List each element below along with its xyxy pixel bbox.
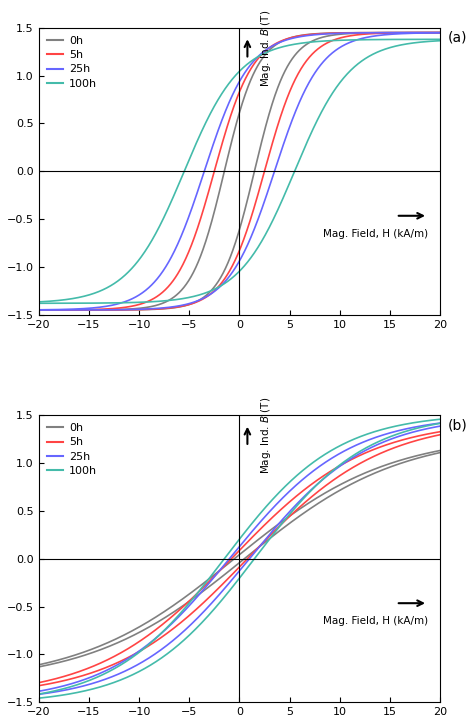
- Text: Mag. Field, H (kA/m): Mag. Field, H (kA/m): [323, 616, 428, 626]
- Legend: 0h, 5h, 25h, 100h: 0h, 5h, 25h, 100h: [45, 33, 99, 91]
- Legend: 0h, 5h, 25h, 100h: 0h, 5h, 25h, 100h: [45, 421, 99, 479]
- Text: Mag. Field, H (kA/m): Mag. Field, H (kA/m): [323, 229, 428, 239]
- Text: (a): (a): [448, 30, 467, 45]
- Text: (b): (b): [448, 418, 468, 432]
- Text: Mag. Ind. $B$ (T): Mag. Ind. $B$ (T): [259, 397, 273, 474]
- Text: Mag. Ind. $B$ (T): Mag. Ind. $B$ (T): [259, 9, 273, 86]
